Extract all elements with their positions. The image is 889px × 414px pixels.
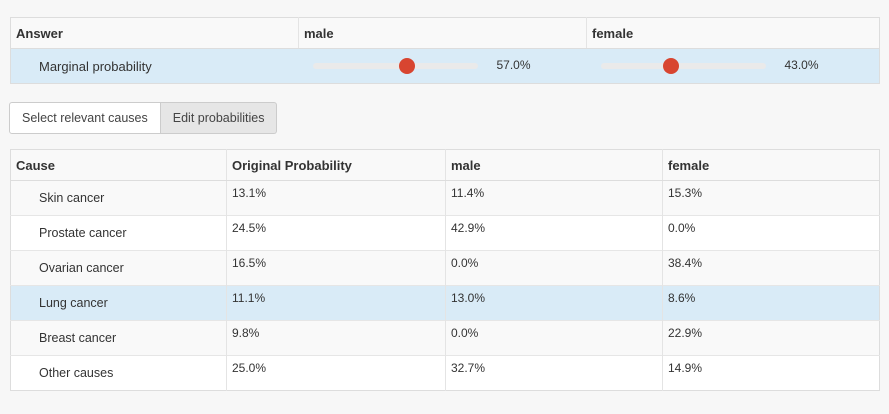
original-probability-header: Original Probability bbox=[226, 149, 446, 181]
female-probability-cell: 0.0% bbox=[662, 215, 880, 251]
edit-probabilities-button[interactable]: Edit probabilities bbox=[160, 102, 278, 134]
male-probability-cell: 32.7% bbox=[445, 355, 663, 391]
select-relevant-causes-button[interactable]: Select relevant causes bbox=[9, 102, 161, 134]
male-slider-value: 57.0% bbox=[496, 58, 531, 72]
male-header: male bbox=[298, 17, 587, 49]
female-probability-cell: 14.9% bbox=[662, 355, 880, 391]
male-probability-cell: 13.0% bbox=[445, 285, 663, 321]
male-probability-cell: 0.0% bbox=[445, 320, 663, 356]
table-row-selected[interactable]: Lung cancer 11.1% 13.0% 8.6% bbox=[10, 285, 880, 321]
marginal-probability-label: Marginal probability bbox=[10, 48, 299, 84]
male-slider-knob[interactable] bbox=[398, 58, 415, 74]
female-probability-cell: 22.9% bbox=[662, 320, 880, 356]
female-slider[interactable] bbox=[600, 58, 766, 74]
table-row[interactable]: Breast cancer 9.8% 0.0% 22.9% bbox=[10, 320, 880, 356]
original-probability-cell: 25.0% bbox=[226, 355, 446, 391]
table-row[interactable]: Ovarian cancer 16.5% 0.0% 38.4% bbox=[10, 250, 880, 286]
cause-header: Cause bbox=[10, 149, 227, 181]
cause-name: Skin cancer bbox=[10, 180, 227, 216]
table-row[interactable]: Skin cancer 13.1% 11.4% 15.3% bbox=[10, 180, 880, 216]
table-row[interactable]: Other causes 25.0% 32.7% 14.9% bbox=[10, 355, 880, 391]
male-header: male bbox=[445, 149, 663, 181]
view-toggle-group: Select relevant causes Edit probabilitie… bbox=[9, 102, 278, 134]
cause-name: Lung cancer bbox=[10, 285, 227, 321]
answer-header: Answer bbox=[10, 17, 299, 49]
female-header: female bbox=[662, 149, 880, 181]
female-slider-knob[interactable] bbox=[663, 58, 680, 74]
male-probability-cell: 0.0% bbox=[445, 250, 663, 286]
female-slider-cell: 43.0% bbox=[586, 48, 880, 84]
female-probability-cell: 15.3% bbox=[662, 180, 880, 216]
marginal-probability-row: Marginal probability 57.0% 43.0% bbox=[10, 48, 880, 84]
answer-header-row: Answer male female bbox=[10, 17, 880, 49]
female-header: female bbox=[586, 17, 880, 49]
male-probability-cell: 11.4% bbox=[445, 180, 663, 216]
female-probability-cell: 38.4% bbox=[662, 250, 880, 286]
original-probability-cell: 16.5% bbox=[226, 250, 446, 286]
female-slider-value: 43.0% bbox=[784, 58, 819, 72]
cause-name: Ovarian cancer bbox=[10, 250, 227, 286]
female-probability-cell: 8.6% bbox=[662, 285, 880, 321]
male-probability-cell: 42.9% bbox=[445, 215, 663, 251]
cause-name: Breast cancer bbox=[10, 320, 227, 356]
answer-table: Answer male female Marginal probability … bbox=[10, 17, 880, 84]
table-row[interactable]: Prostate cancer 24.5% 42.9% 0.0% bbox=[10, 215, 880, 251]
cause-table: Cause Original Probability male female S… bbox=[10, 149, 880, 391]
original-probability-cell: 13.1% bbox=[226, 180, 446, 216]
original-probability-cell: 9.8% bbox=[226, 320, 446, 356]
cause-header-row: Cause Original Probability male female bbox=[10, 149, 880, 181]
original-probability-cell: 11.1% bbox=[226, 285, 446, 321]
cause-name: Other causes bbox=[10, 355, 227, 391]
male-slider-cell: 57.0% bbox=[298, 48, 587, 84]
cause-name: Prostate cancer bbox=[10, 215, 227, 251]
male-slider[interactable] bbox=[312, 58, 478, 74]
original-probability-cell: 24.5% bbox=[226, 215, 446, 251]
